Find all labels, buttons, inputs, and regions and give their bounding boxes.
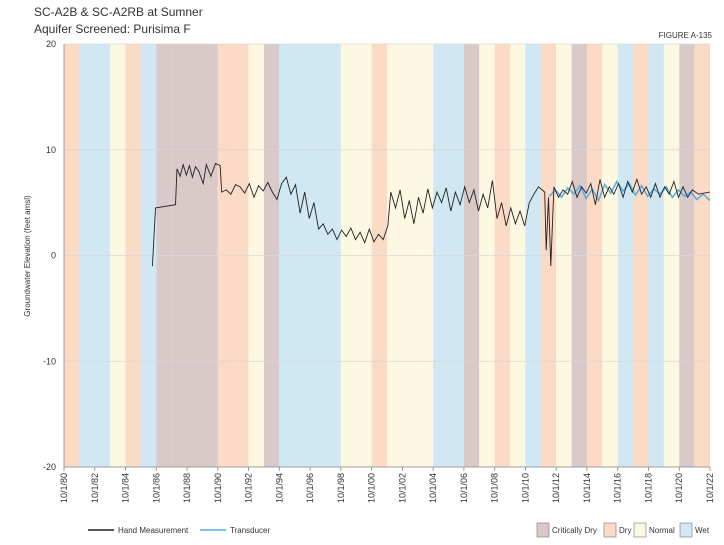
x-tick-label: 10/1/02 — [397, 473, 407, 503]
x-tick-label: 10/1/00 — [367, 473, 377, 503]
grid — [63, 43, 711, 471]
legend-swatch — [603, 522, 617, 538]
x-tick-label: 10/1/10 — [520, 473, 530, 503]
chart-title: SC-A2B & SC-A2RB at Sumner — [34, 5, 203, 19]
y-axis-label: Groundwater Elevation (feet amsl) — [23, 195, 32, 317]
x-tick-label: 10/1/86 — [151, 473, 161, 503]
chart-subtitle: Aquifer Screened: Purisima F — [34, 22, 191, 36]
x-tick-label: 10/1/18 — [643, 473, 653, 503]
x-tick-label: 10/1/94 — [274, 473, 284, 503]
x-tick-label: 10/1/90 — [213, 473, 223, 503]
labels: -20 -10 0 10 20 10/1/80 10/1/82 10/1/84 10/1/86 1… — [43, 39, 715, 503]
x-tick-label: 10/1/20 — [674, 473, 684, 503]
x-tick-label: 10/1/06 — [459, 473, 469, 503]
legend-label: Critically Dry — [552, 526, 597, 535]
lines — [151, 162, 711, 267]
x-tick-label: 10/1/96 — [305, 473, 315, 503]
x-tick-label: 10/1/84 — [121, 473, 131, 503]
legend-label: Hand Measurement — [118, 526, 189, 535]
legend-label: Normal — [649, 526, 675, 535]
x-tick-label: 10/1/98 — [336, 473, 346, 503]
y-tick-label: -10 — [43, 356, 56, 366]
legend-label: Wet — [695, 526, 710, 535]
x-tick-label: 10/1/04 — [428, 473, 438, 503]
x-tick-label: 10/1/16 — [613, 473, 623, 503]
legend-label: Dry — [619, 526, 631, 535]
legend-swatch — [679, 522, 693, 538]
x-tick-label: 10/1/80 — [59, 473, 69, 503]
series-line — [151, 162, 711, 267]
y-tick-label: 20 — [46, 39, 56, 49]
x-tick-label: 10/1/22 — [705, 473, 715, 503]
series-line — [548, 179, 711, 203]
figure-label: FIGURE A-135 — [659, 31, 713, 40]
x-tick-label: 10/1/92 — [244, 473, 254, 503]
x-tick-label: 10/1/88 — [182, 473, 192, 503]
y-tick-label: 10 — [46, 145, 56, 155]
y-tick-label: -20 — [43, 462, 56, 472]
legend-swatch — [536, 522, 550, 538]
x-tick-label: 10/1/14 — [582, 473, 592, 503]
x-tick-label: 10/1/08 — [490, 473, 500, 503]
x-tick-label: 10/1/82 — [90, 473, 100, 503]
legend-swatch — [633, 522, 647, 538]
x-tick-label: 10/1/12 — [551, 473, 561, 503]
legend-label: Transducer — [230, 526, 271, 535]
y-tick-label: 0 — [51, 251, 56, 261]
